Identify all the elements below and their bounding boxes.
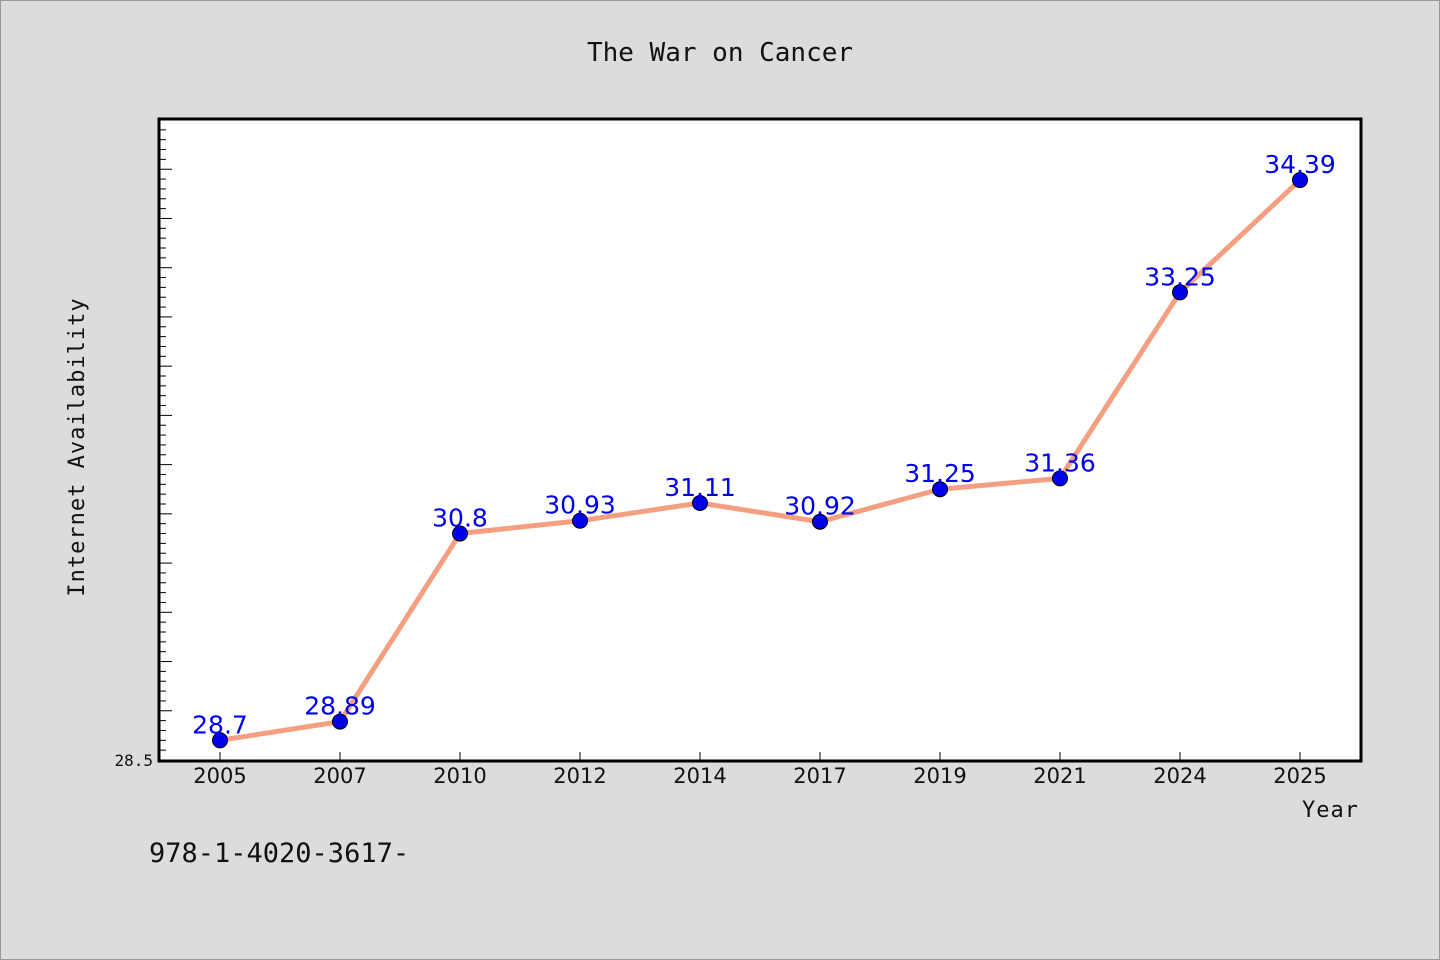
- data-label: 30.8: [432, 504, 488, 533]
- x-tick-label: 2010: [433, 764, 486, 788]
- y-axis-ticks: [160, 119, 172, 761]
- plot-area: [159, 119, 1361, 761]
- data-label: 30.93: [544, 491, 616, 520]
- data-label: 34.39: [1264, 150, 1336, 179]
- x-tick-label: 2021: [1033, 764, 1086, 788]
- data-point: [1052, 470, 1068, 487]
- x-tick-label: 2007: [313, 764, 366, 788]
- data-label: 28.89: [304, 692, 376, 721]
- footnote-text: 978-1-4020-3617-: [149, 838, 409, 869]
- series-line: [217, 177, 1303, 743]
- x-tick-label: 2014: [673, 764, 726, 788]
- plot-border: [157, 117, 1363, 763]
- x-tick-label: 2012: [553, 764, 606, 788]
- x-tick-label: 2024: [1153, 764, 1206, 788]
- x-tick-label: 2019: [913, 764, 966, 788]
- data-point: [1172, 284, 1188, 301]
- data-point: [932, 481, 948, 498]
- x-tick-labels: 2005 2007 2010 2012 2014 2017 2019 2021 2024 2025: [193, 764, 1326, 788]
- x-axis-ticks: [219, 752, 1301, 760]
- data-point: [572, 512, 588, 529]
- data-label: 33.25: [1144, 262, 1216, 291]
- chart-title: The War on Cancer: [587, 38, 853, 68]
- x-tick-label: 2025: [1273, 764, 1326, 788]
- data-point: [452, 525, 468, 542]
- x-tick-label: 2017: [793, 764, 846, 788]
- data-point: [812, 513, 828, 530]
- x-axis-label: Year: [1302, 798, 1359, 823]
- data-markers: [212, 172, 1308, 749]
- data-label: 31.36: [1024, 448, 1096, 477]
- data-label: 31.25: [904, 459, 976, 488]
- data-point: [692, 495, 708, 512]
- data-point: [1292, 172, 1308, 189]
- data-label: 28.7: [192, 710, 248, 739]
- y-axis-label: Internet Availability: [65, 297, 90, 596]
- data-label: 31.11: [664, 473, 736, 502]
- x-tick-label: 2005: [193, 764, 246, 788]
- data-point: [212, 732, 228, 749]
- y-tick-label-min: 28.5: [114, 751, 153, 770]
- data-label: 30.92: [784, 492, 856, 521]
- data-labels: 28.7 28.89 30.8 30.93 31.11 30.92 31.25 31.36 33…: [192, 150, 1336, 739]
- data-point: [332, 713, 348, 730]
